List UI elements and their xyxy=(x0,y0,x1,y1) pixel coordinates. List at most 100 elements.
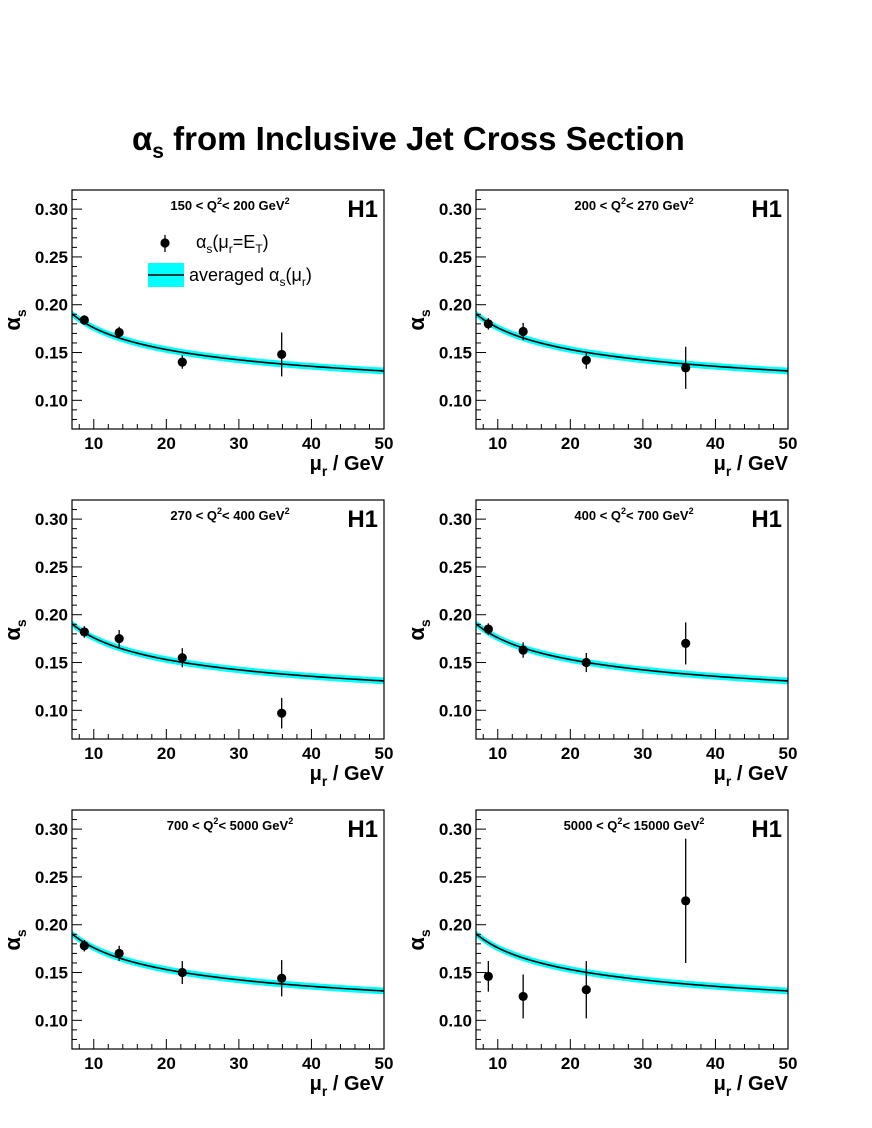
y-tick-label: 0.20 xyxy=(35,916,68,935)
y-tick-label: 0.20 xyxy=(35,606,68,625)
y-tick-label: 0.10 xyxy=(439,391,472,410)
x-tick-label: 10 xyxy=(84,1054,103,1073)
y-axis-label: αs xyxy=(0,619,29,641)
data-point xyxy=(79,315,89,325)
experiment-label: H1 xyxy=(751,816,782,843)
data-point xyxy=(681,896,691,906)
legend-points-label: αs(μr=ET) xyxy=(196,232,269,256)
averaged-alpha-band xyxy=(72,930,384,995)
experiment-label: H1 xyxy=(347,506,378,533)
x-tick-label: 30 xyxy=(633,1054,652,1073)
y-tick-label: 0.25 xyxy=(35,248,68,267)
data-point xyxy=(483,319,493,329)
y-tick-label: 0.25 xyxy=(35,868,68,887)
y-tick-label: 0.20 xyxy=(35,296,68,315)
y-tick-label: 0.25 xyxy=(439,248,472,267)
y-axis-label: αs xyxy=(404,309,433,331)
x-tick-label: 20 xyxy=(561,744,580,763)
q2-range-label: 270 < Q2< 400 GeV2 xyxy=(170,506,289,523)
experiment-label: H1 xyxy=(347,816,378,843)
data-point xyxy=(79,941,89,951)
x-tick-label: 30 xyxy=(229,744,248,763)
x-tick-label: 50 xyxy=(375,434,394,453)
panel-frame xyxy=(71,809,385,1050)
y-tick-label: 0.25 xyxy=(439,868,472,887)
experiment-label: H1 xyxy=(347,196,378,223)
data-point xyxy=(177,653,187,663)
y-axis-label: αs xyxy=(404,619,433,641)
data-point xyxy=(114,327,124,338)
data-point xyxy=(681,363,691,373)
x-tick-label: 50 xyxy=(375,1054,394,1073)
data-point xyxy=(114,948,124,959)
panel-frame xyxy=(475,499,789,740)
panel-frame xyxy=(475,189,789,430)
y-tick-label: 0.15 xyxy=(35,654,68,673)
y-tick-label: 0.10 xyxy=(439,701,472,720)
x-axis-label: μr / GeV xyxy=(714,763,789,789)
panel-4: 10 20 30 40 50 0.10 0.15 0.20 0.25 0.30 400 < Q2< … xyxy=(404,499,798,789)
panel-2: 10 20 30 40 50 0.10 0.15 0.20 0.25 0.30 200 < Q2< … xyxy=(404,189,797,479)
x-tick-label: 10 xyxy=(488,1054,507,1073)
y-tick-label: 0.20 xyxy=(439,296,472,315)
x-tick-label: 20 xyxy=(561,434,580,453)
panel-frame xyxy=(475,809,789,1050)
data-point xyxy=(518,991,528,1002)
data-point xyxy=(681,638,691,649)
data-point xyxy=(277,973,287,983)
q2-range-label: 5000 < Q2< 15000 GeV2 xyxy=(564,816,705,833)
x-tick-label: 20 xyxy=(157,1054,176,1073)
x-tick-label: 20 xyxy=(157,744,176,763)
x-tick-label: 50 xyxy=(779,1054,798,1073)
y-tick-label: 0.10 xyxy=(35,1011,68,1030)
x-tick-label: 40 xyxy=(302,744,321,763)
panel-1: 10 20 30 40 50 0.10 0.15 0.20 0.25 0.30 150 < Q2< … xyxy=(0,189,394,479)
y-tick-label: 0.30 xyxy=(439,820,472,839)
y-tick-label: 0.30 xyxy=(35,200,68,219)
y-axis-label: αs xyxy=(404,929,433,951)
data-point xyxy=(177,357,187,367)
experiment-label: H1 xyxy=(751,506,782,533)
averaged-alpha-curve xyxy=(72,933,384,992)
data-point xyxy=(483,624,493,634)
panel-frame xyxy=(71,499,385,740)
x-tick-label: 20 xyxy=(157,434,176,453)
data-point xyxy=(518,645,528,655)
x-tick-label: 50 xyxy=(779,744,798,763)
x-tick-label: 10 xyxy=(488,744,507,763)
x-tick-label: 10 xyxy=(488,434,507,453)
averaged-alpha-curve xyxy=(476,933,788,992)
x-axis-label: μr / GeV xyxy=(714,453,789,479)
y-axis-label: αs xyxy=(0,309,29,331)
data-point xyxy=(581,355,591,365)
data-point xyxy=(277,349,287,360)
averaged-alpha-band xyxy=(476,310,788,375)
title-text: from Inclusive Jet Cross Section xyxy=(164,120,685,157)
y-tick-label: 0.30 xyxy=(35,510,68,529)
legend-band-label: averaged αs(μr) xyxy=(189,265,312,289)
y-tick-label: 0.20 xyxy=(439,606,472,625)
title-alpha: α xyxy=(132,120,152,157)
panel-3: 10 20 30 40 50 0.10 0.15 0.20 0.25 0.30 270 < Q2< … xyxy=(0,499,393,789)
y-tick-label: 0.10 xyxy=(439,1011,472,1030)
x-tick-label: 40 xyxy=(706,434,725,453)
y-tick-label: 0.25 xyxy=(439,558,472,577)
y-tick-label: 0.30 xyxy=(439,200,472,219)
panel-frame xyxy=(71,189,385,430)
data-point xyxy=(277,708,287,718)
experiment-label: H1 xyxy=(751,196,782,223)
legend-point-marker xyxy=(160,238,170,248)
x-tick-label: 10 xyxy=(84,744,103,763)
y-tick-label: 0.10 xyxy=(35,701,68,720)
y-tick-label: 0.30 xyxy=(439,510,472,529)
x-tick-label: 20 xyxy=(561,1054,580,1073)
x-axis-label: μr / GeV xyxy=(310,763,385,789)
x-tick-label: 30 xyxy=(633,744,652,763)
x-tick-label: 40 xyxy=(302,434,321,453)
x-axis-label: μr / GeV xyxy=(310,453,385,479)
x-tick-label: 30 xyxy=(633,434,652,453)
q2-range-label: 400 < Q2< 700 GeV2 xyxy=(574,506,693,523)
data-point xyxy=(79,627,89,637)
y-tick-label: 0.15 xyxy=(439,654,472,673)
title-subscript: s xyxy=(152,140,164,163)
